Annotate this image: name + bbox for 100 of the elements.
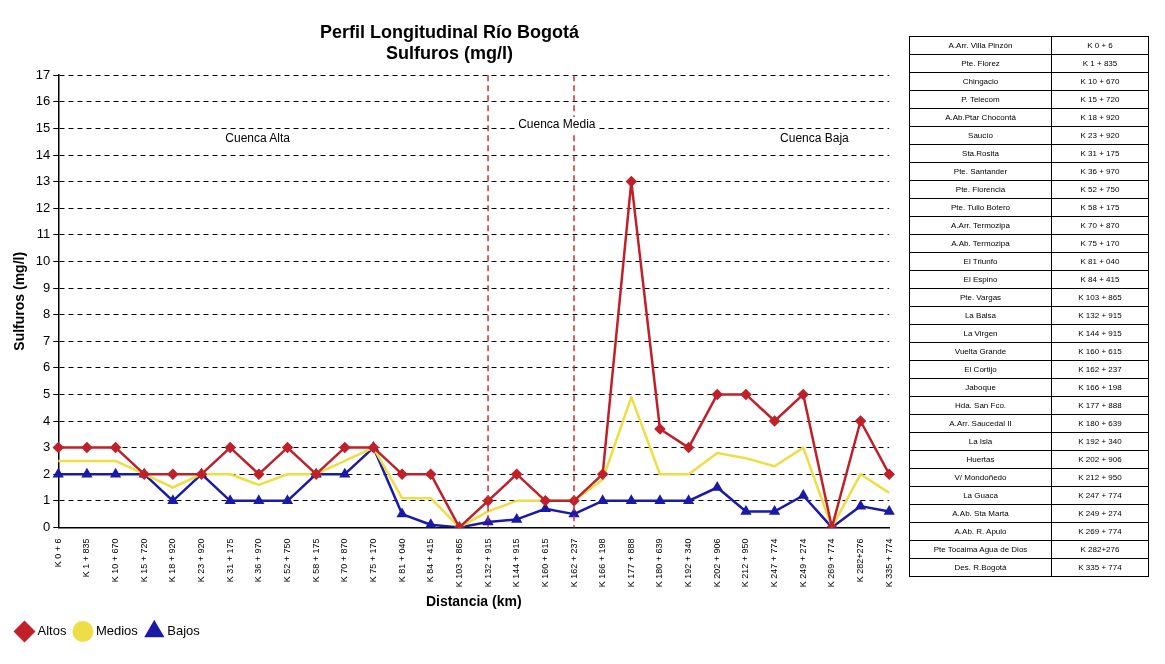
x-tick-label: K 84 + 415 [425,538,436,583]
y-tick-label: 14 [35,146,51,162]
category-label: K 52 + 750 [1080,185,1120,194]
category-label: K 18 + 920 [1080,113,1120,122]
x-axis-title: Distancia (km) [425,593,522,610]
x-tick-label: K 192 + 340 [683,538,694,588]
x-tick-label: K 36 + 970 [253,538,264,583]
x-tick-label: K 1 + 835 [81,538,92,578]
category-label: K 75 + 170 [1080,239,1120,248]
text: Pte Tocaima Agua de Dios [909,540,1052,559]
text: Hda. San Fco. [909,396,1052,415]
text: Vuelta Grande [909,342,1052,361]
category-label: K 144 + 915 [1078,329,1122,338]
text: Pte. Florez [909,54,1052,73]
x-tick-label: K 202 + 906 [711,538,722,588]
text: A.Arr. Villa Pinzón [909,36,1052,55]
text: La Isla [909,432,1052,451]
text: Pte. Vargas [909,288,1052,307]
y-tick-label: 17 [35,66,51,82]
text: Huertas [909,450,1052,469]
legend-label: Altos [37,623,67,639]
category-label: K 58 + 175 [1080,203,1120,212]
text: El Triunfo [909,252,1052,271]
text: El Cortijo [909,360,1052,379]
category-label: K 269 + 774 [1078,527,1122,536]
y-axis-title: Sulfuros (mg/l) [11,251,28,351]
text: Pte. Florencia [909,180,1052,199]
category-label: K 160 + 615 [1078,347,1122,356]
text: A.Arr. Saucedal II [909,414,1052,433]
category-label: K 166 + 198 [1078,383,1122,392]
text: La Virgen [909,324,1052,343]
y-tick-label: 5 [43,385,51,401]
category-label: K 247 + 774 [1078,491,1122,500]
y-tick-label: 9 [43,279,51,295]
category-label: K 180 + 639 [1078,419,1122,428]
x-tick-label: K 103 + 865 [453,538,464,588]
text: A.Ab.Ptar Chocontá [909,108,1052,127]
annotation: Cuenca Alta [225,130,291,145]
y-tick-label: 10 [35,252,51,268]
category-label: K 36 + 970 [1080,167,1120,176]
y-tick-label: 16 [35,93,51,109]
category-label: K 31 + 175 [1080,149,1120,158]
x-tick-label: K 247 + 774 [769,538,780,588]
y-tick-label: 6 [43,359,51,375]
y-tick-label: 12 [35,199,51,215]
x-tick-label: K 75 + 170 [367,538,378,583]
legend-label: Bajos [167,623,201,639]
text: Sta.Rosita [909,144,1052,163]
category-label: K 249 + 274 [1078,509,1122,518]
category-label: K 177 + 888 [1078,401,1122,410]
x-tick-label: K 132 + 915 [482,538,493,588]
y-tick-label: 15 [35,119,51,135]
y-tick-label: 1 [43,492,51,508]
category-label: K 1 + 835 [1082,59,1118,68]
x-tick-label: K 23 + 920 [196,538,207,583]
category-label: K 84 + 415 [1080,275,1120,284]
x-tick-label: K 31 + 175 [224,538,235,583]
text: K 132 + 915 [1078,311,1122,320]
text: A.Ab. Sta Marta [909,504,1052,523]
text: El Espino [909,270,1052,289]
x-tick-label: K 15 + 720 [138,538,149,583]
text: Jaboque [909,378,1052,397]
text: A.Ab. Termozipa [909,234,1052,253]
text: Des. R.Bogotá [909,558,1052,577]
x-tick-label: K 212 + 950 [740,538,751,588]
x-tick-label: K 282+276 [855,538,866,583]
x-tick-label: K 70 + 870 [339,538,350,583]
y-tick-label: 11 [36,226,51,242]
x-tick-label: K 18 + 920 [167,538,178,583]
category-label: K 0 + 6 [1087,41,1113,50]
category-label: K 70 + 870 [1080,221,1120,230]
text: Chingacio [909,72,1052,91]
x-tick-label: K 162 + 237 [568,538,579,588]
text: P. Telecom [909,90,1052,109]
text: V/ Mondoñedo [909,468,1052,487]
x-tick-label: K 166 + 198 [597,538,608,588]
x-tick-label: K 81 + 040 [396,538,407,583]
category-label: K 10 + 670 [1080,77,1120,86]
y-tick-label: 7 [43,332,51,348]
text: K 162 + 237 [1078,365,1122,374]
text: La Guaca [909,486,1052,505]
category-label: K 212 + 950 [1078,473,1122,482]
text: Pte. Santander [909,162,1052,181]
category-label: K 81 + 040 [1080,257,1120,266]
y-tick-label: 8 [43,306,51,322]
text: Pte. Tulio Botero [909,198,1052,217]
y-tick-label: 2 [43,465,51,481]
x-tick-label: K 10 + 670 [110,538,121,583]
x-tick-label: K 180 + 639 [654,538,665,588]
y-tick-label: 3 [43,439,51,455]
category-label: K 202 + 906 [1078,455,1122,464]
legend-label: Medios [95,623,139,639]
category-label: K 192 + 340 [1078,437,1122,446]
text: A.Ab. R. Apulo [909,522,1052,541]
chart-title: Perfil Longitudinal Río Bogotá [320,21,580,42]
x-tick-label: K 335 + 774 [883,538,894,588]
x-tick-label: K 58 + 175 [310,538,321,583]
category-label: K 103 + 865 [1078,293,1122,302]
y-tick-label: 4 [43,412,51,428]
y-tick-label: 0 [43,518,51,534]
